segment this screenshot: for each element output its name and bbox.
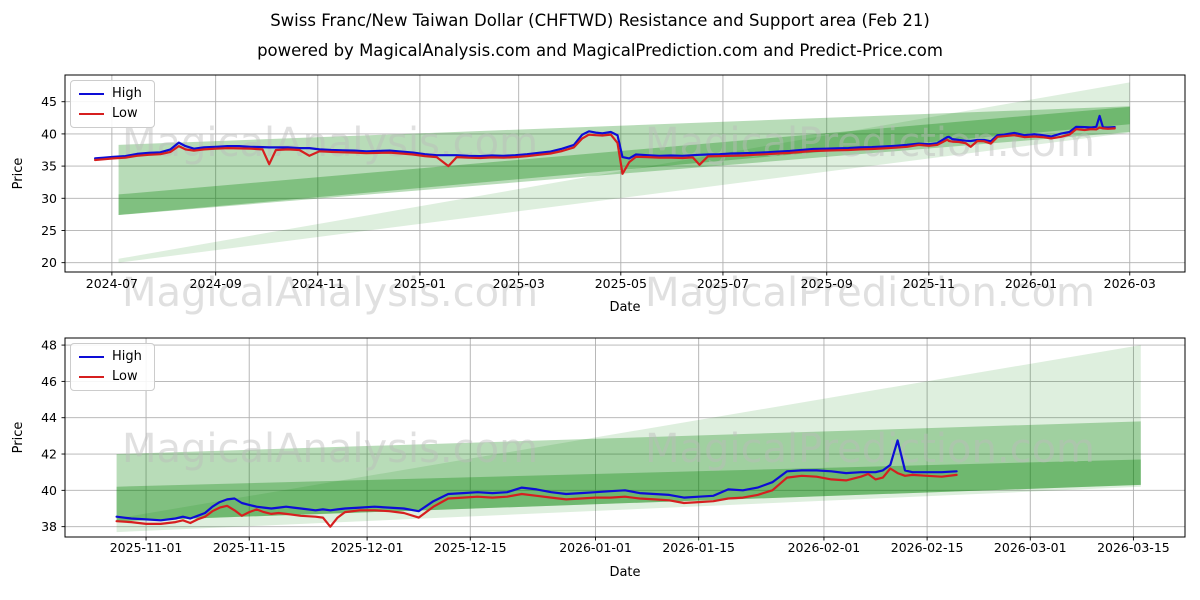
- svg-text:44: 44: [41, 410, 57, 425]
- svg-text:2026-02-01: 2026-02-01: [788, 540, 861, 555]
- svg-text:2025-09: 2025-09: [801, 276, 853, 291]
- svg-text:38: 38: [41, 519, 57, 534]
- svg-text:2025-03: 2025-03: [493, 276, 545, 291]
- svg-text:2026-01: 2026-01: [1005, 276, 1057, 291]
- legend-item-low: Low: [79, 369, 142, 385]
- svg-text:2025-12-01: 2025-12-01: [331, 540, 404, 555]
- svg-text:2025-11-01: 2025-11-01: [110, 540, 183, 555]
- svg-text:40: 40: [41, 126, 57, 141]
- svg-text:2026-01-15: 2026-01-15: [662, 540, 735, 555]
- legend-bottom-chart: High Low: [70, 343, 155, 391]
- legend-item-high: High: [79, 349, 142, 365]
- svg-text:2025-01: 2025-01: [394, 276, 446, 291]
- page-subtitle: powered by MagicalAnalysis.com and Magic…: [257, 41, 943, 60]
- svg-text:40: 40: [41, 483, 57, 498]
- svg-text:Date: Date: [609, 300, 640, 315]
- page-title: Swiss Franc/New Taiwan Dollar (CHFTWD) R…: [270, 11, 930, 30]
- high-line-swatch-icon: [79, 356, 104, 358]
- svg-text:Date: Date: [609, 565, 640, 580]
- svg-text:2026-02-15: 2026-02-15: [891, 540, 964, 555]
- low-line-swatch-icon: [79, 113, 104, 115]
- legend-low-label: Low: [112, 369, 138, 384]
- high-line-swatch-icon: [79, 93, 104, 95]
- svg-text:2025-12-15: 2025-12-15: [434, 540, 507, 555]
- svg-text:25: 25: [41, 223, 57, 238]
- svg-text:Price: Price: [11, 422, 26, 454]
- svg-text:Price: Price: [11, 158, 26, 190]
- svg-text:MagicalPrediction.com: MagicalPrediction.com: [645, 120, 1095, 166]
- legend-top-chart: High Low: [70, 80, 155, 128]
- svg-text:46: 46: [41, 374, 57, 389]
- svg-text:MagicalPrediction.com: MagicalPrediction.com: [645, 426, 1095, 472]
- svg-text:2025-11: 2025-11: [903, 276, 955, 291]
- svg-text:2025-07: 2025-07: [697, 276, 749, 291]
- svg-text:48: 48: [41, 338, 57, 353]
- svg-text:MagicalAnalysis.com: MagicalAnalysis.com: [122, 120, 538, 166]
- svg-text:35: 35: [41, 159, 57, 174]
- svg-text:30: 30: [41, 191, 57, 206]
- svg-text:MagicalPrediction.com: MagicalPrediction.com: [645, 270, 1095, 316]
- legend-high-label: High: [112, 86, 142, 101]
- legend-low-label: Low: [112, 106, 138, 121]
- legend-high-label: High: [112, 349, 142, 364]
- svg-text:45: 45: [41, 94, 57, 109]
- low-line-swatch-icon: [79, 376, 104, 378]
- svg-text:20: 20: [41, 255, 57, 270]
- svg-text:MagicalAnalysis.com: MagicalAnalysis.com: [122, 270, 538, 316]
- svg-text:2026-03-15: 2026-03-15: [1097, 540, 1170, 555]
- svg-text:2026-03: 2026-03: [1104, 276, 1156, 291]
- svg-text:2025-05: 2025-05: [595, 276, 647, 291]
- svg-text:2024-09: 2024-09: [190, 276, 242, 291]
- legend-item-high: High: [79, 86, 142, 102]
- svg-text:42: 42: [41, 447, 57, 462]
- svg-text:2024-11: 2024-11: [292, 276, 344, 291]
- legend-item-low: Low: [79, 106, 142, 122]
- svg-text:2024-07: 2024-07: [86, 276, 138, 291]
- svg-text:2026-01-01: 2026-01-01: [559, 540, 632, 555]
- svg-text:MagicalAnalysis.com: MagicalAnalysis.com: [122, 426, 538, 472]
- svg-text:2025-11-15: 2025-11-15: [213, 540, 286, 555]
- svg-text:2026-03-01: 2026-03-01: [994, 540, 1067, 555]
